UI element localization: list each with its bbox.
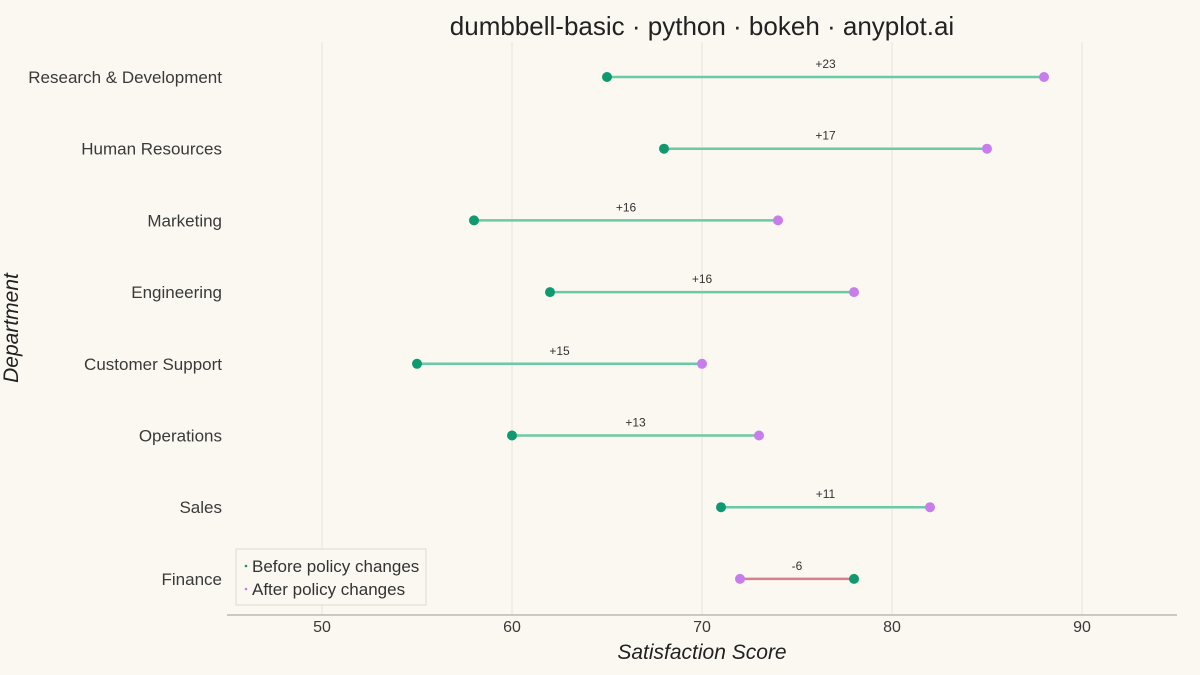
y-category-labels: Research & Development Human Resources Mar… (28, 68, 222, 589)
point-after (925, 502, 935, 513)
change-label: +17 (815, 129, 836, 143)
category-label: Marketing (147, 211, 222, 230)
x-tick-label: 50 (313, 619, 331, 636)
x-axis-label: Satisfaction Score (617, 641, 786, 664)
x-tick-label: 90 (1073, 619, 1091, 636)
point-after (754, 430, 764, 441)
category-label: Human Resources (81, 140, 222, 159)
point-before (507, 430, 517, 441)
point-before (545, 287, 555, 298)
point-after (697, 358, 707, 369)
category-label: Engineering (131, 283, 222, 302)
category-label: Research & Development (28, 68, 222, 87)
y-axis-label: Department (0, 272, 23, 383)
change-label: +23 (815, 57, 836, 71)
point-before (659, 143, 669, 154)
legend-label-after: After policy changes (252, 580, 405, 599)
x-tick-label: 70 (693, 619, 711, 636)
x-tick-label: 80 (883, 619, 901, 636)
legend-box (235, 548, 427, 606)
dumbbell-marks: +23 +17 +16 +16 +15 +13 +11 -6 (412, 57, 1049, 584)
point-before (602, 72, 612, 82)
legend: Before policy changes After policy chang… (235, 548, 427, 606)
point-after (773, 215, 783, 226)
change-label: +11 (816, 487, 836, 501)
point-before (412, 358, 422, 369)
point-after (982, 143, 992, 154)
category-label: Finance (162, 570, 222, 589)
category-label: Sales (179, 498, 222, 517)
x-tick-labels: 50 60 70 80 90 (313, 619, 1091, 636)
change-label: +16 (616, 200, 637, 214)
point-before (849, 573, 859, 584)
legend-marker-after (244, 587, 248, 591)
legend-label-before: Before policy changes (252, 557, 419, 576)
chart-title: dumbbell-basic · python · bokeh · anyplo… (450, 11, 954, 41)
category-label: Customer Support (84, 355, 222, 374)
legend-marker-before (244, 564, 248, 568)
change-label: +16 (692, 272, 713, 286)
grid-lines (321, 42, 1083, 615)
point-before (716, 502, 726, 513)
category-label: Operations (139, 427, 222, 446)
point-after (735, 573, 745, 584)
point-after (1039, 72, 1049, 82)
change-label: +15 (549, 344, 570, 358)
change-label: -6 (792, 559, 803, 573)
point-before (469, 215, 479, 226)
point-after (849, 287, 859, 298)
change-label: +13 (625, 416, 646, 430)
x-tick-label: 60 (503, 619, 521, 636)
